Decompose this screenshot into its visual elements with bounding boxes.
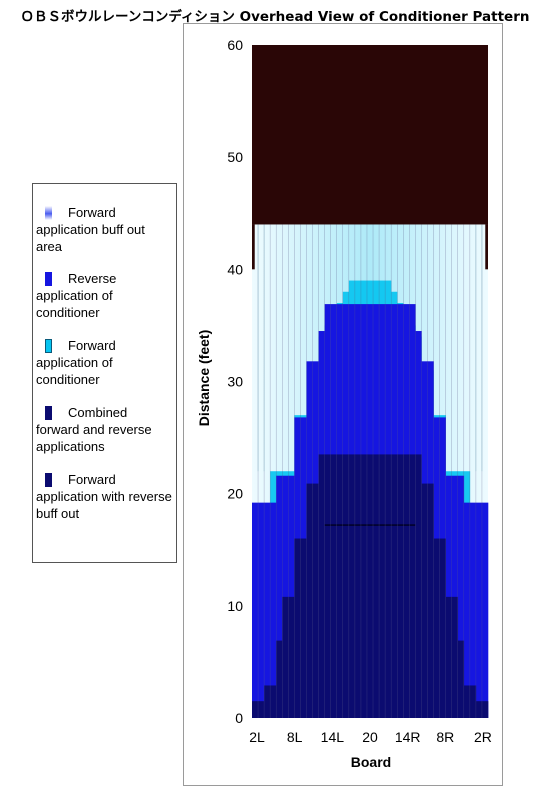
combined-bar xyxy=(385,454,392,718)
legend-swatch-combined xyxy=(45,406,52,420)
x-tick-label: 8L xyxy=(287,729,303,745)
y-tick-label: 0 xyxy=(235,710,243,726)
x-tick-label: 14L xyxy=(321,729,345,745)
combined-bar xyxy=(270,685,277,718)
combined-bar xyxy=(324,454,331,718)
legend-label: Forward application buff out area xyxy=(36,205,145,254)
combined-bar xyxy=(366,454,374,718)
combined-bar xyxy=(463,685,471,718)
axes: Board Distance (feet) 0 10 20 30 40 50 60 2L 8L 1… xyxy=(196,37,492,770)
combined-bar xyxy=(360,454,368,718)
legend: Forward application buff out area Revers… xyxy=(32,183,177,563)
y-tick-label: 50 xyxy=(227,149,243,165)
reverse-bar xyxy=(457,475,465,718)
legend-label: Reverse application of conditioner xyxy=(36,271,117,320)
combined-bar xyxy=(282,596,289,718)
combined-bar xyxy=(421,483,428,718)
plot-area xyxy=(252,45,489,718)
combined-bar xyxy=(481,701,489,718)
edge-dark-left xyxy=(252,224,255,270)
reverse-bar xyxy=(481,502,489,718)
y-tick-label: 20 xyxy=(227,486,243,502)
chart-title: ＯＢＳボウルレーンコンディション Overhead View of Condit… xyxy=(20,9,530,25)
combined-bar xyxy=(252,701,259,718)
combined-bar xyxy=(427,483,434,718)
legend-swatch-forward xyxy=(45,339,52,353)
legend-label: Forward application with reverse buff ou… xyxy=(36,472,172,521)
combined-bar xyxy=(451,596,459,718)
y-axis-title: Distance (feet) xyxy=(196,330,212,426)
combined-bar xyxy=(409,454,416,718)
x-tick-label: 8R xyxy=(436,729,454,745)
lane-chart: Board Distance (feet) 0 10 20 30 40 50 60 2L 8L 1… xyxy=(196,37,492,770)
x-tick-label: 2R xyxy=(474,729,492,745)
combined-bar xyxy=(433,538,440,718)
combined-bar xyxy=(373,454,380,718)
reverse-bar xyxy=(270,502,277,718)
y-tick-label: 10 xyxy=(227,598,243,614)
edge-dark-right xyxy=(485,224,488,270)
combined-bar xyxy=(475,701,483,718)
combined-bar xyxy=(300,538,307,718)
combined-bar xyxy=(445,596,452,718)
combined-bar xyxy=(391,454,398,718)
reverse-bar xyxy=(264,502,271,718)
reverse-bar xyxy=(463,502,471,718)
combined-bar xyxy=(457,640,465,718)
combined-bar xyxy=(348,454,356,718)
combined-bar xyxy=(258,701,265,718)
combined-bar xyxy=(469,685,477,718)
combined-bar xyxy=(330,454,338,718)
y-tick-label: 30 xyxy=(227,374,243,390)
combined-bar xyxy=(288,596,295,718)
legend-swatch-buff-out xyxy=(45,206,52,220)
combined-bar xyxy=(415,454,422,718)
reverse-bar xyxy=(258,502,265,718)
legend-label: Combined forward and reverse application… xyxy=(36,405,152,454)
reverse-bar xyxy=(276,475,283,718)
x-tick-label: 2L xyxy=(249,729,265,745)
combined-bar xyxy=(264,685,271,718)
x-tick-label: 14R xyxy=(395,729,421,745)
combined-bar xyxy=(294,538,301,718)
combined-bar xyxy=(336,454,344,718)
combined-bar xyxy=(312,483,319,718)
combined-bar xyxy=(379,454,386,718)
combined-bar xyxy=(439,538,446,718)
reverse-bar xyxy=(252,502,259,718)
reverse-bar xyxy=(475,502,483,718)
combined-bar xyxy=(276,640,283,718)
legend-swatch-reverse-buff xyxy=(45,473,52,487)
legend-label: Forward application of conditioner xyxy=(36,338,116,387)
x-tick-label: 20 xyxy=(362,729,378,745)
y-tick-label: 60 xyxy=(227,37,243,53)
combined-bar xyxy=(318,454,325,718)
combined-bar xyxy=(397,454,404,718)
combined-bar xyxy=(403,454,410,718)
reverse-bar xyxy=(469,502,477,718)
legend-swatch-reverse xyxy=(45,272,52,286)
x-axis-title: Board xyxy=(351,754,391,770)
combined-bar xyxy=(342,454,350,718)
combined-bar xyxy=(354,454,362,718)
y-tick-label: 40 xyxy=(227,261,243,277)
combined-bar xyxy=(306,483,313,718)
